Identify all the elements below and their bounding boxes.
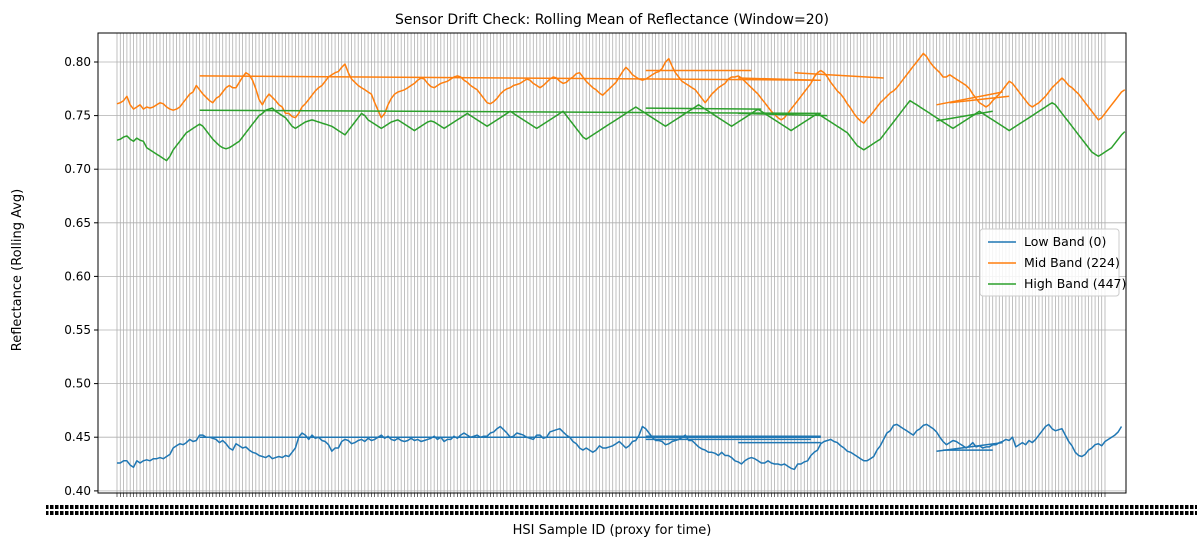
y-tick-label: 0.80 bbox=[64, 55, 91, 69]
x-grid bbox=[116, 33, 1106, 493]
series-layer bbox=[116, 52, 1126, 471]
series-connector-1 bbox=[936, 91, 1003, 106]
y-tick-label: 0.40 bbox=[64, 484, 91, 498]
series-line-1 bbox=[116, 52, 1126, 124]
y-tick-label: 0.60 bbox=[64, 269, 91, 283]
series-line-2 bbox=[116, 99, 1126, 162]
series-connector-2 bbox=[936, 110, 993, 122]
legend-label: Mid Band (224) bbox=[1024, 255, 1120, 270]
series-connector-2 bbox=[645, 107, 762, 110]
legend-box bbox=[979, 228, 1120, 297]
x-axis-label: HSI Sample ID (proxy for time) bbox=[513, 523, 712, 538]
x-axis bbox=[46, 493, 1197, 515]
series-connector-2 bbox=[738, 112, 828, 117]
series-line-0 bbox=[117, 423, 1123, 471]
series-connector-2 bbox=[199, 109, 821, 115]
y-tick-label: 0.45 bbox=[64, 430, 91, 444]
legend-label: Low Band (0) bbox=[1024, 234, 1106, 249]
legend: Low Band (0) Mid Band (224) High Band (447… bbox=[979, 228, 1126, 297]
series-connector-1 bbox=[738, 77, 818, 81]
y-tick-label: 0.65 bbox=[64, 216, 91, 230]
y-tick-label: 0.75 bbox=[64, 109, 91, 123]
y-axis: 0.40 0.45 0.50 0.55 0.60 0.65 0.70 0.75 0.80 bbox=[64, 55, 98, 498]
series-connector-1 bbox=[199, 75, 821, 81]
series-connector-1 bbox=[949, 95, 1010, 104]
legend-label: High Band (447) bbox=[1024, 276, 1126, 291]
y-axis-label: Reflectance (Rolling Avg) bbox=[10, 189, 25, 351]
series-connector-1 bbox=[794, 71, 884, 79]
y-tick-label: 0.55 bbox=[64, 323, 91, 337]
chart-title: Sensor Drift Check: Rolling Mean of Refl… bbox=[395, 12, 829, 28]
plot-frame bbox=[97, 32, 1127, 494]
y-tick-label: 0.70 bbox=[64, 162, 91, 176]
x-tick-labels bbox=[46, 505, 1197, 515]
y-tick-label: 0.50 bbox=[64, 377, 91, 391]
